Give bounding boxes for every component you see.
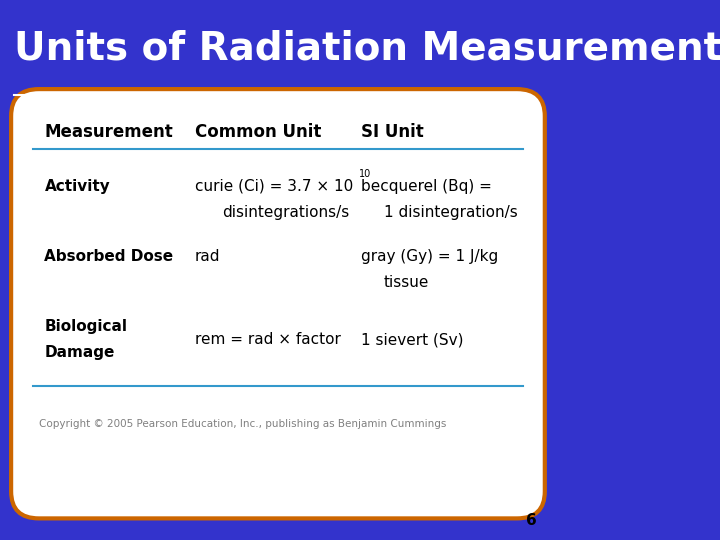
Text: gray (Gy) = 1 J/kg: gray (Gy) = 1 J/kg [361,249,499,264]
Text: becquerel (Bq) =: becquerel (Bq) = [361,179,492,194]
Text: 1 sievert (Sv): 1 sievert (Sv) [361,332,464,347]
Text: Absorbed Dose: Absorbed Dose [45,249,174,264]
Text: Activity: Activity [45,179,110,194]
Text: Units of Radiation Measurement: Units of Radiation Measurement [14,30,720,68]
FancyBboxPatch shape [0,0,556,97]
Text: rem = rad × factor: rem = rad × factor [194,332,341,347]
FancyBboxPatch shape [11,89,545,518]
Text: 1 disintegration/s: 1 disintegration/s [384,205,518,220]
Text: Damage: Damage [45,345,115,360]
Text: curie (Ci) = 3.7 × 10: curie (Ci) = 3.7 × 10 [194,179,353,194]
Text: Measurement: Measurement [45,123,174,141]
Text: Common Unit: Common Unit [194,123,321,141]
Text: tissue: tissue [384,275,429,290]
Text: 6: 6 [526,513,536,528]
Text: rad: rad [194,249,220,264]
Text: 10: 10 [359,169,371,179]
Text: SI Unit: SI Unit [361,123,424,141]
Text: Copyright © 2005 Pearson Education, Inc., publishing as Benjamin Cummings: Copyright © 2005 Pearson Education, Inc.… [39,419,446,429]
Text: disintegrations/s: disintegrations/s [222,205,350,220]
Text: Biological: Biological [45,319,127,334]
